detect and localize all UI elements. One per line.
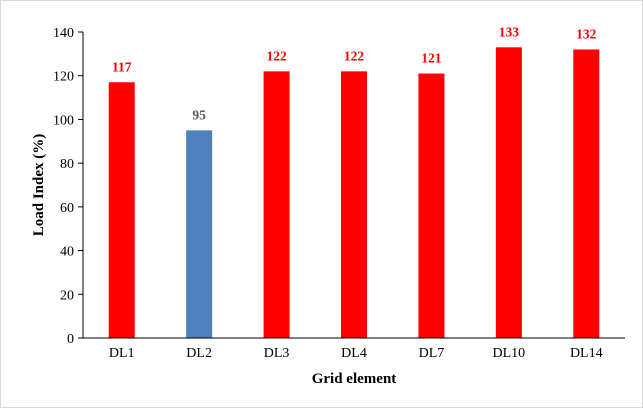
- data-label: 95: [192, 107, 206, 122]
- y-tick-label: 60: [60, 201, 74, 216]
- x-tick-label: DL2: [186, 346, 212, 361]
- y-axis-title: Load Index (%): [31, 134, 47, 237]
- bar: [186, 130, 213, 338]
- x-axis-ticks: DL1 DL2 DL3 DL4 DL7 DL10 DL14: [109, 346, 603, 361]
- bar: [495, 47, 522, 339]
- y-tick-label: 100: [53, 113, 74, 128]
- x-tick-label: DL10: [493, 346, 526, 361]
- bar: [418, 73, 445, 339]
- data-labels: 117 95 122 122 121 133 132: [112, 24, 597, 122]
- y-tick-label: 120: [53, 70, 74, 85]
- data-label: 122: [266, 48, 287, 63]
- bars: [108, 47, 600, 339]
- x-tick-label: DL4: [341, 346, 367, 361]
- bar: [108, 82, 135, 339]
- bar: [341, 71, 367, 338]
- y-tick-label: 140: [53, 26, 74, 41]
- x-tick-label: DL14: [570, 346, 603, 361]
- y-tick-label: 40: [60, 245, 74, 260]
- data-label: 121: [421, 51, 442, 66]
- data-label: 132: [576, 26, 597, 41]
- data-label: 117: [112, 59, 132, 74]
- x-tick-label: DL1: [109, 346, 135, 361]
- data-label: 133: [499, 24, 520, 39]
- x-tick-label: DL3: [264, 346, 290, 361]
- bar: [263, 71, 290, 338]
- y-tick-label: 0: [67, 332, 74, 347]
- x-axis-title: Grid element: [312, 371, 397, 387]
- data-label: 122: [344, 48, 365, 63]
- y-tick-label: 20: [60, 288, 74, 303]
- bar: [573, 49, 600, 338]
- y-tick-label: 80: [60, 157, 74, 172]
- y-axis-ticks: 0 20 40 60 80 100 120 140: [53, 26, 83, 347]
- x-tick-label: DL7: [419, 346, 445, 361]
